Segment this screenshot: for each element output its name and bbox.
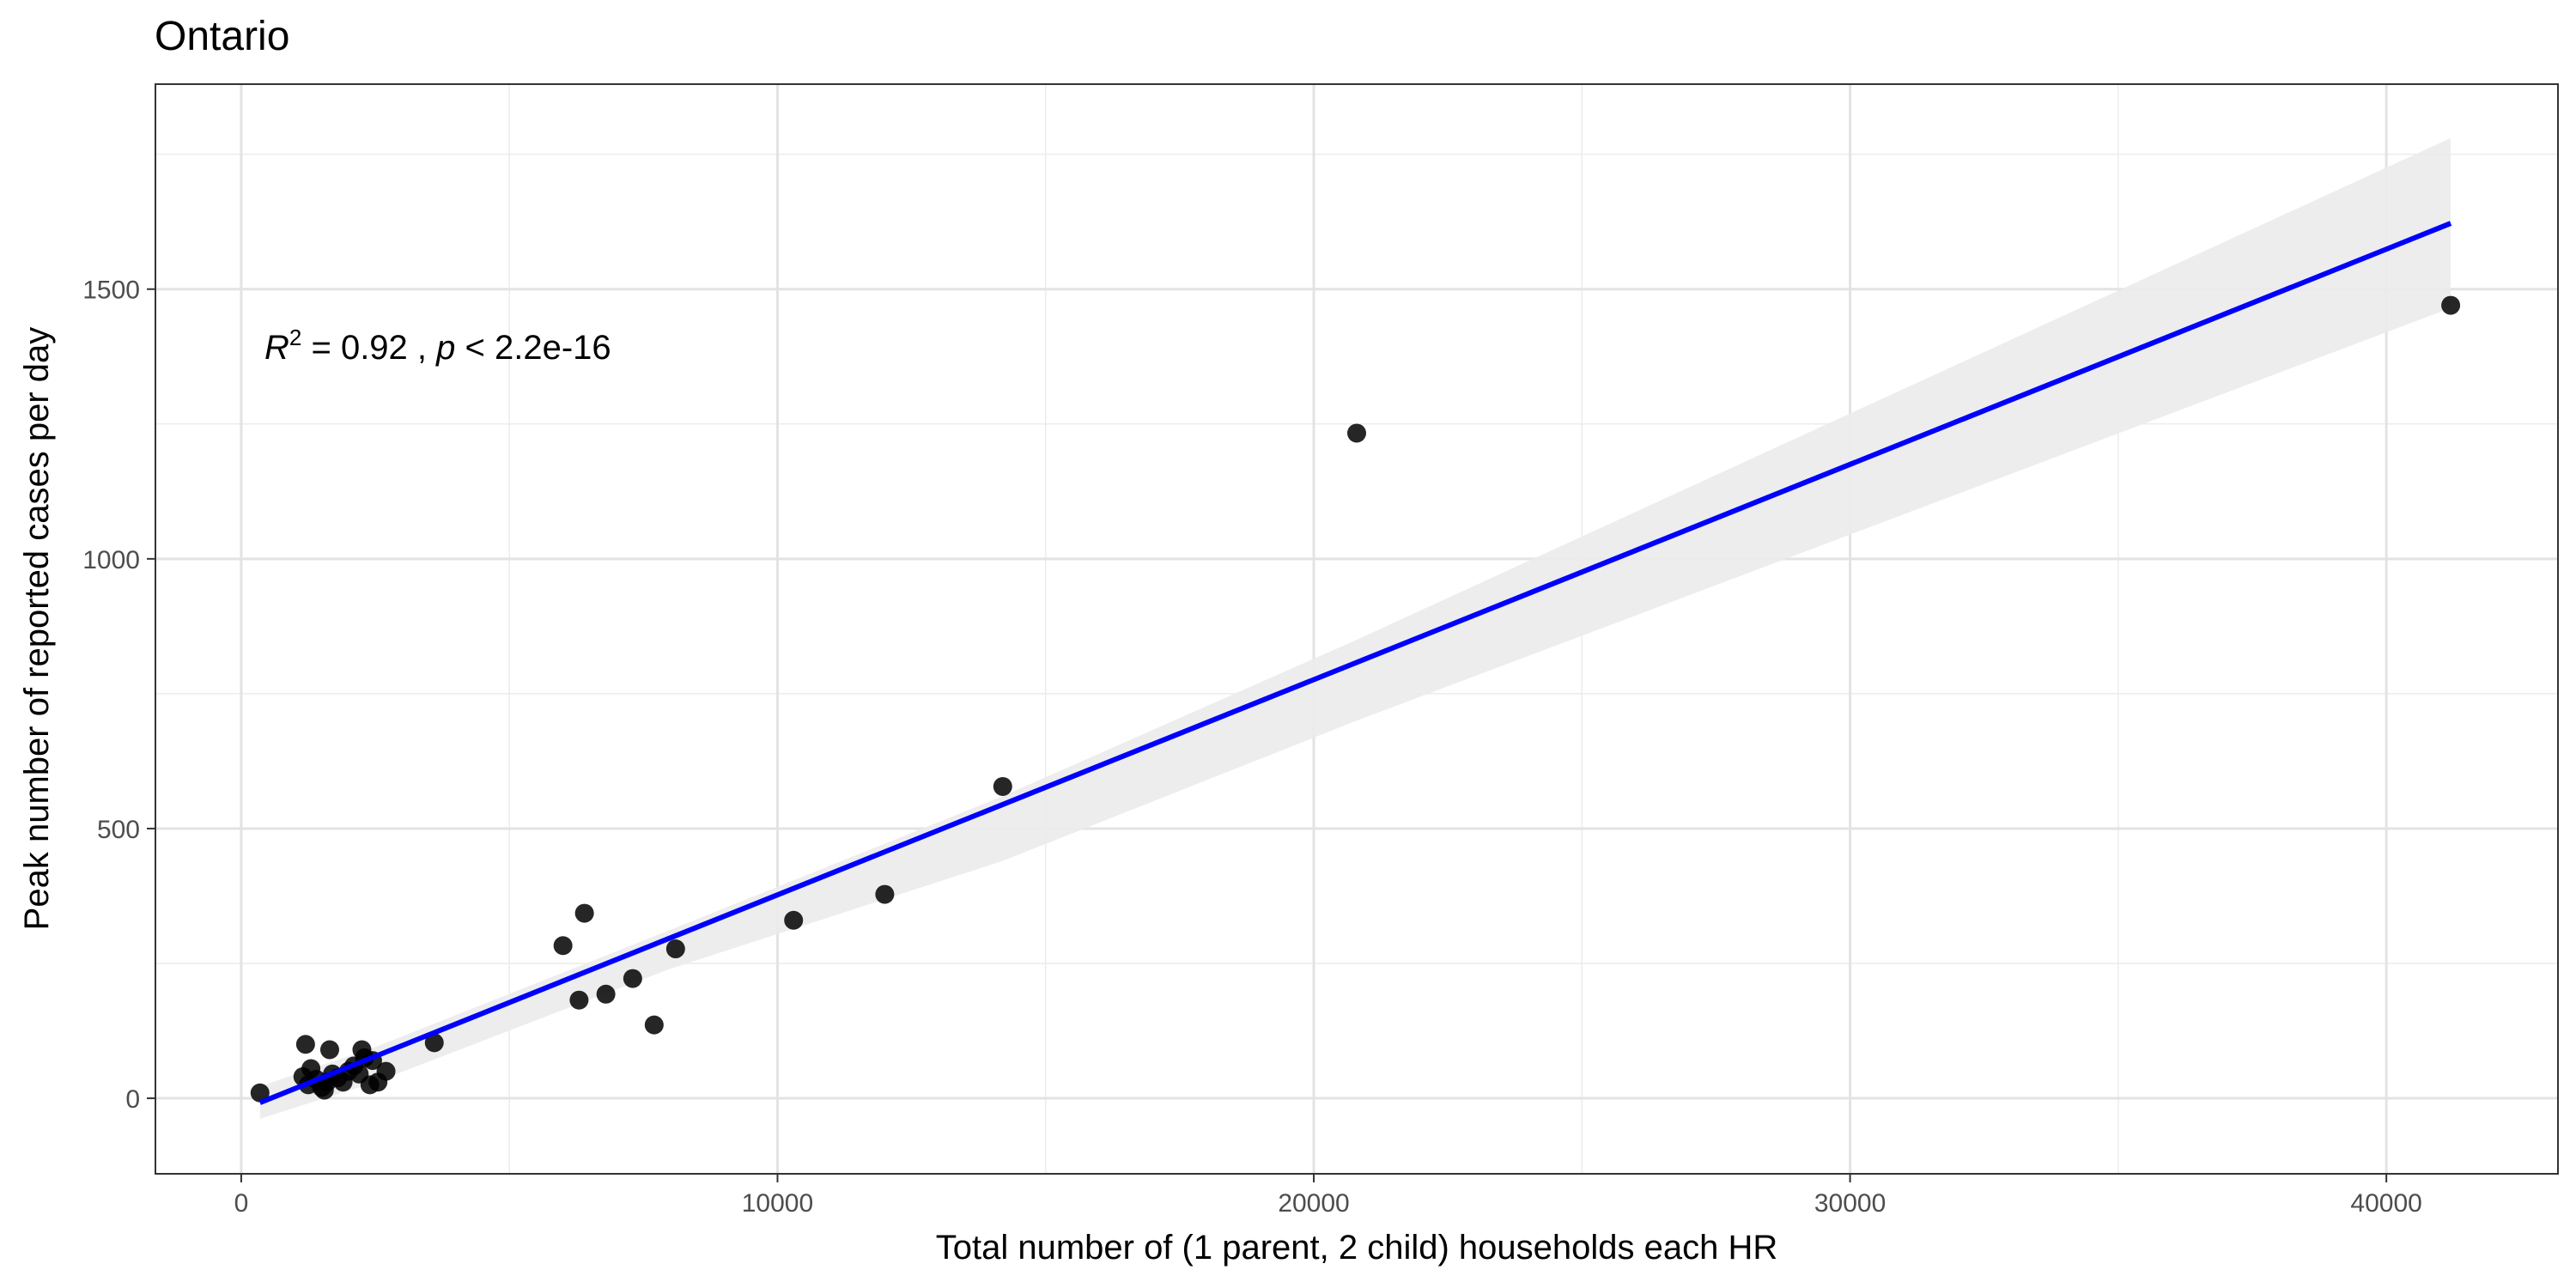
data-point xyxy=(553,936,573,956)
r-exponent: 2 xyxy=(289,325,301,350)
y-tick-label: 0 xyxy=(125,1085,140,1114)
data-point xyxy=(295,1035,315,1054)
y-tick-label: 500 xyxy=(97,816,140,844)
confidence-band-layer xyxy=(259,137,2451,1119)
data-point xyxy=(2441,295,2461,315)
data-point xyxy=(993,776,1012,796)
confidence-band xyxy=(259,137,2451,1119)
r-symbol: R xyxy=(264,329,289,367)
p-symbol: p xyxy=(435,329,455,367)
data-point xyxy=(569,990,589,1010)
x-axis-ticks: 0 10000 20000 30000 40000 xyxy=(234,1174,2422,1218)
data-point xyxy=(1347,423,1366,443)
data-point xyxy=(623,969,642,988)
fit-line-layer xyxy=(258,221,2452,1105)
data-point xyxy=(319,1040,339,1060)
data-point xyxy=(376,1061,396,1081)
regression-line xyxy=(258,221,2452,1105)
data-point xyxy=(784,910,804,930)
p-value: < 2.2e-16 xyxy=(455,329,611,367)
data-point xyxy=(250,1083,270,1103)
x-tick-label: 40000 xyxy=(2350,1189,2421,1218)
data-point xyxy=(596,984,616,1004)
x-tick-label: 30000 xyxy=(1814,1189,1886,1218)
y-tick-label: 1000 xyxy=(82,546,140,574)
data-point xyxy=(424,1033,444,1053)
y-tick-label: 1500 xyxy=(82,276,140,305)
y-axis-title: Peak number of reported cases per day xyxy=(18,327,56,931)
x-axis-title: Total number of (1 parent, 2 child) hous… xyxy=(936,1229,1778,1267)
r-value: = 0.92 , xyxy=(301,329,436,367)
y-axis-ticks: 0 500 1000 1500 xyxy=(82,276,155,1114)
regression-annotation: R2 = 0.92 , p < 2.2e-16 xyxy=(264,325,611,367)
data-point xyxy=(665,939,685,959)
data-point xyxy=(875,884,895,904)
data-point xyxy=(574,903,594,923)
x-tick-label: 0 xyxy=(234,1189,249,1218)
data-point xyxy=(644,1015,664,1035)
panel-border xyxy=(155,83,2559,1175)
chart-title: Ontario xyxy=(155,14,289,59)
x-tick-label: 10000 xyxy=(742,1189,813,1218)
x-tick-label: 20000 xyxy=(1278,1189,1349,1218)
